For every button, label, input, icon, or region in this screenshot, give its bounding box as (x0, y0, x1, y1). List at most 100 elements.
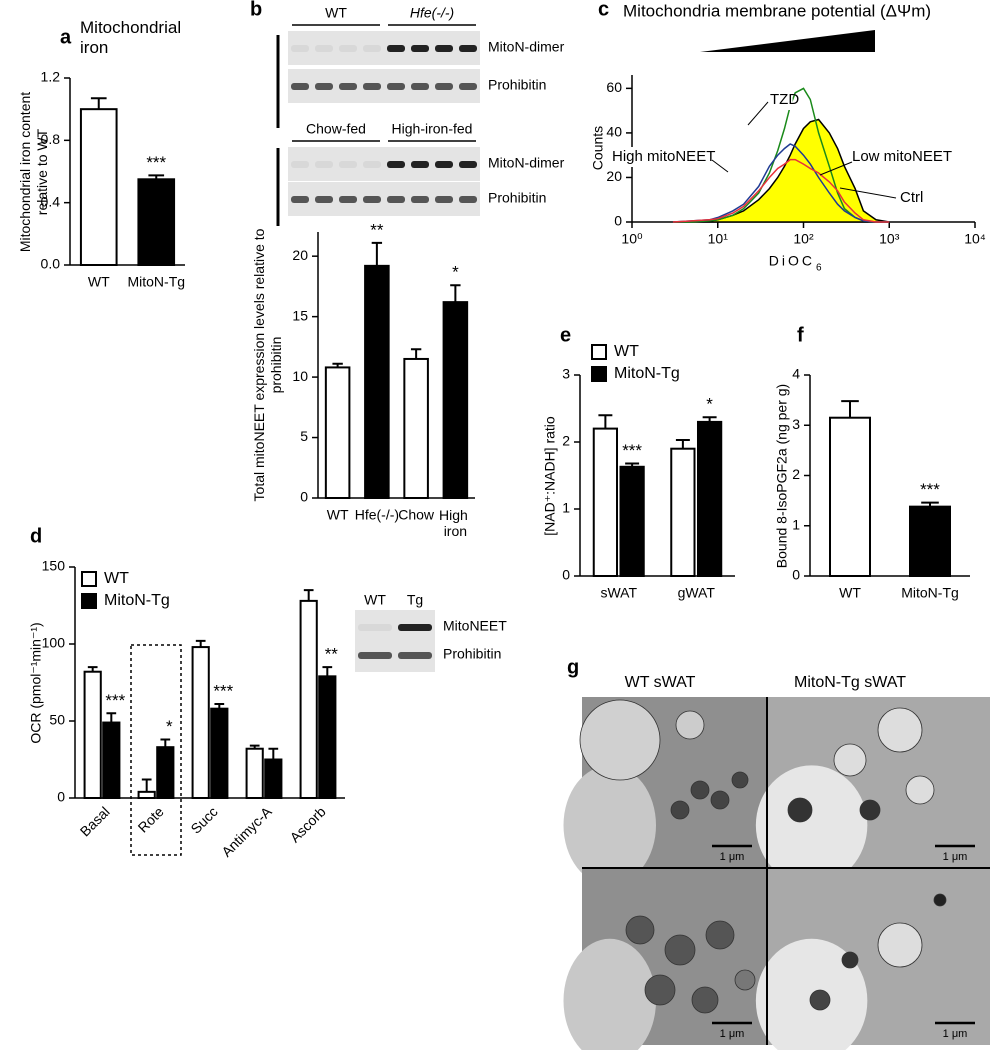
y-tick-label: 60 (606, 79, 622, 95)
y-tick-label: 150 (42, 558, 66, 574)
blot-band (363, 161, 381, 168)
y-tick-label: 0 (792, 567, 800, 583)
y-tick-label: 0.4 (41, 193, 61, 209)
micrograph-region (563, 765, 656, 886)
micrograph-column-label: WT sWAT (625, 674, 696, 691)
chart-title: Mitochondrial iron (80, 18, 182, 57)
legend-swatch (591, 344, 607, 360)
blot-band (339, 45, 357, 52)
blot-band (339, 161, 357, 168)
x-tick-label: High iron (439, 507, 472, 539)
scale-bar-label: 1 μm (943, 851, 968, 863)
histogram-line (672, 87, 890, 223)
organelle (710, 790, 730, 810)
bar (592, 427, 619, 577)
error-bar (87, 666, 98, 672)
legend-swatch (591, 366, 607, 382)
bar (210, 707, 229, 799)
error-bar (322, 666, 333, 677)
error-bar (106, 712, 117, 723)
bar (696, 420, 723, 577)
series-label: High mitoNEET (612, 148, 715, 165)
bar (442, 301, 469, 499)
blot-band (315, 83, 333, 90)
y-tick-label: 0 (300, 489, 308, 505)
significance-label: *** (622, 441, 642, 460)
error-bar (303, 589, 314, 601)
micrograph-region (563, 938, 656, 1050)
error-bar (921, 501, 939, 507)
organelle (675, 710, 705, 740)
blot-band (411, 83, 429, 90)
y-axis-label: Counts (589, 125, 606, 171)
bar (156, 746, 175, 799)
label-arrow (819, 161, 853, 176)
y-tick-label: 50 (49, 712, 65, 728)
series-label-bg (768, 90, 793, 110)
organelle (905, 775, 935, 805)
error-bar (148, 174, 165, 180)
y-axis-label: Bound 8-IsoPGF2a (ng per g) (773, 383, 790, 569)
x-tick-label: WT (839, 585, 861, 601)
blot-row-label: Prohibitin (443, 646, 501, 662)
bar (619, 465, 645, 578)
y-tick-label: 1 (792, 516, 800, 532)
blot-band (358, 652, 392, 659)
x-tick-label: 10⁰ (621, 231, 643, 247)
x-tick-label: Antimyc-A (218, 803, 275, 860)
error-bar (841, 400, 859, 418)
bar (829, 416, 871, 577)
blot-band (411, 45, 429, 52)
y-tick-label: 20 (606, 168, 622, 184)
panel-label: a (60, 26, 72, 48)
x-tick-label: sWAT (600, 585, 637, 601)
error-bar (598, 414, 613, 429)
y-tick-label: 4 (792, 366, 800, 382)
blot-band (398, 652, 432, 659)
y-tick-label: 0.8 (41, 131, 61, 147)
y-tick-label: 2 (792, 466, 800, 482)
micrograph-region (755, 765, 868, 886)
organelle (670, 800, 690, 820)
y-tick-label: 20 (292, 247, 308, 263)
x-tick-label: Chow (398, 507, 435, 523)
organelle (859, 799, 881, 821)
organelle (691, 986, 719, 1014)
organelle (787, 797, 813, 823)
scale-bar-label: 1 μm (720, 1028, 745, 1040)
highlight-box (130, 644, 182, 856)
organelle (809, 989, 831, 1011)
blot-band (435, 83, 453, 90)
organelle (705, 920, 735, 950)
x-tick-label: MitoN-Tg (127, 274, 185, 290)
significance-label: * (706, 395, 713, 414)
x-tick-label: Ascorb (287, 803, 329, 845)
y-tick-label: 0 (562, 567, 570, 583)
blot-row-label: Prohibitin (488, 77, 546, 93)
x-tick-label: gWAT (678, 585, 716, 601)
blot-band (411, 196, 429, 203)
x-tick-label: 10⁴ (964, 231, 986, 247)
organelle (625, 915, 655, 945)
blot-band (291, 161, 309, 168)
bar (299, 599, 318, 799)
significance-label: *** (213, 682, 233, 701)
error-bar (214, 703, 225, 709)
x-tick-label: 10² (793, 231, 814, 247)
label-arrow (747, 101, 769, 126)
y-tick-label: 1 (562, 500, 570, 516)
organelle (579, 699, 661, 781)
blot-band (387, 83, 405, 90)
x-axis-label-subscript: 6 (816, 263, 822, 274)
significance-label: ** (325, 645, 339, 664)
blot-group-label: WT (325, 5, 347, 21)
blot-band (315, 45, 333, 52)
error-bar (160, 738, 171, 748)
scale-bar-label: 1 μm (720, 851, 745, 863)
panel-label: e (560, 324, 571, 346)
blot-band (291, 83, 309, 90)
y-axis-label: Mitochondrial iron content relative to W… (17, 91, 50, 253)
blot-group-label: Tg (407, 592, 423, 608)
x-tick-label: Succ (187, 803, 220, 836)
